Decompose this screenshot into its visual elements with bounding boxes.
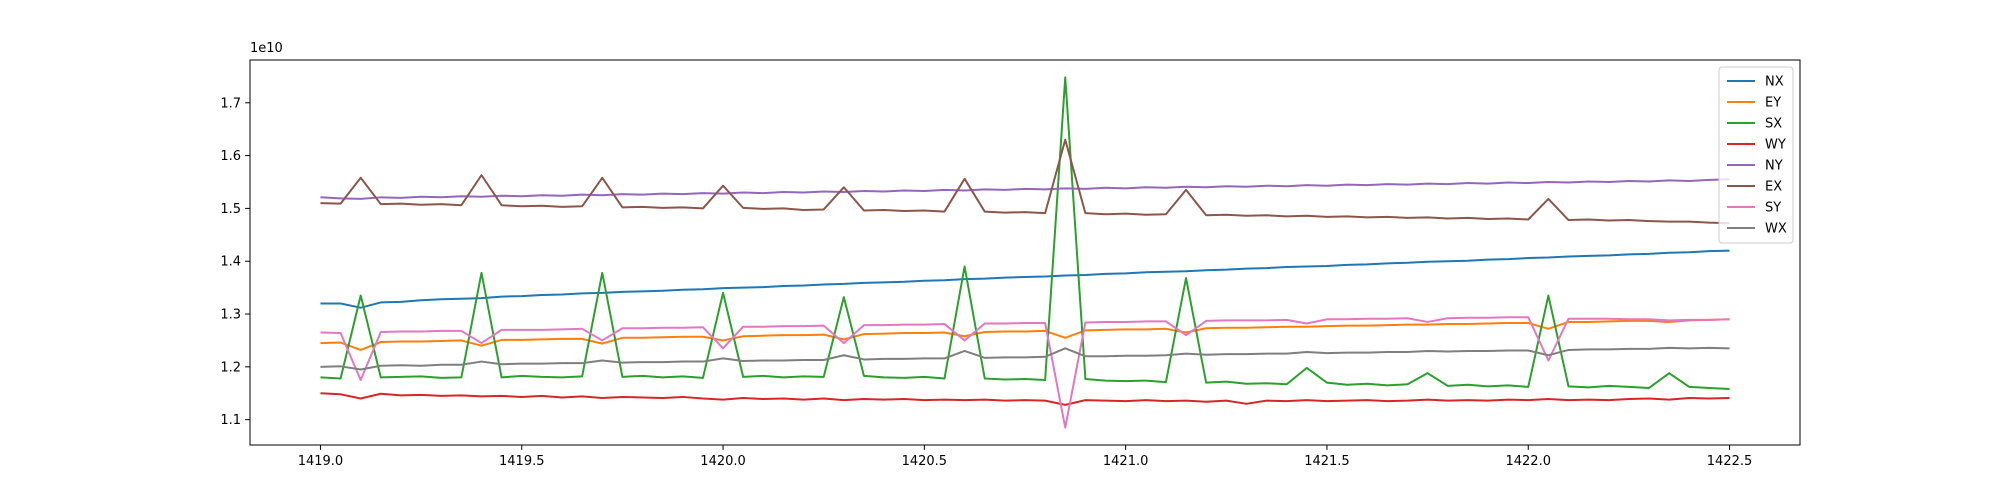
x-tick-label: 1419.5 xyxy=(499,454,545,469)
x-tick-label: 1420.5 xyxy=(902,454,948,469)
y-tick-label: 1.6 xyxy=(220,149,241,164)
x-tick-label: 1421.0 xyxy=(1103,454,1149,469)
legend-label: EY xyxy=(1765,96,1781,111)
legend-label: WY xyxy=(1765,138,1786,153)
y-tick-label: 1.1 xyxy=(220,413,241,428)
y-tick-label: 1.5 xyxy=(220,202,241,217)
legend-label: WX xyxy=(1765,222,1787,237)
series-line xyxy=(320,316,1730,429)
legend-label: SX xyxy=(1765,117,1782,132)
legend-label: NY xyxy=(1765,159,1783,174)
legend-label: NX xyxy=(1765,75,1784,90)
x-tick-label: 1422.0 xyxy=(1505,454,1551,469)
legend-box xyxy=(1718,66,1794,244)
series-line xyxy=(320,392,1730,406)
y-tick-label: 1.4 xyxy=(220,255,241,270)
series-line xyxy=(320,249,1730,309)
axes-frame xyxy=(249,59,1801,446)
y-tick-label: 1.7 xyxy=(220,96,241,111)
series-line xyxy=(320,318,1730,351)
y-offset-text: 1e10 xyxy=(250,41,283,56)
series-line xyxy=(320,76,1730,391)
y-tick-label: 1.3 xyxy=(220,308,241,323)
legend-label: SY xyxy=(1765,201,1781,216)
series-line xyxy=(320,178,1730,200)
series-line xyxy=(320,138,1730,225)
y-tick-label: 1.2 xyxy=(220,360,241,375)
legend-label: EX xyxy=(1765,180,1782,195)
x-tick-label: 1420.0 xyxy=(700,454,746,469)
x-tick-label: 1421.5 xyxy=(1304,454,1350,469)
x-tick-label: 1422.5 xyxy=(1707,454,1753,469)
x-tick-label: 1419.0 xyxy=(298,454,344,469)
series-line xyxy=(320,346,1730,371)
